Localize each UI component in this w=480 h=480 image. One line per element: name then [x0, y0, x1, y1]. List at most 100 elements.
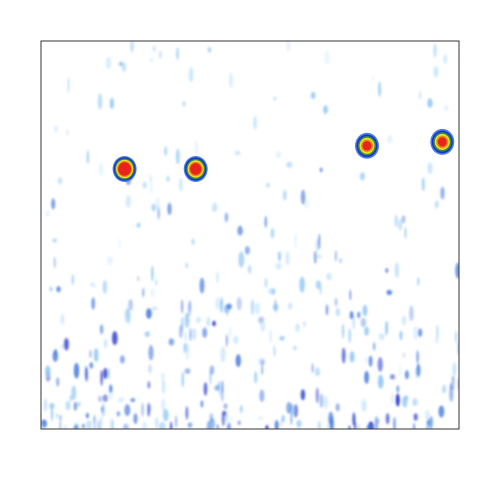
- noise-blob: [224, 212, 229, 223]
- noise-blob: [365, 356, 367, 364]
- noise-blob: [91, 297, 96, 310]
- noise-blob: [296, 419, 302, 428]
- noise-blob: [273, 345, 276, 357]
- noise-blob: [73, 401, 77, 411]
- noise-blob: [265, 424, 269, 429]
- noise-blob: [273, 96, 277, 101]
- noise-blob: [396, 385, 400, 393]
- noise-blob: [118, 61, 124, 67]
- noise-blob: [385, 268, 389, 273]
- noise-blob: [339, 258, 343, 263]
- noise-blob: [287, 302, 293, 310]
- noise-blob: [52, 238, 57, 243]
- noise-blob: [56, 286, 61, 293]
- noise-blob: [146, 308, 152, 319]
- noise-blob: [314, 367, 321, 377]
- noise-blob: [195, 140, 198, 156]
- noise-blob: [378, 333, 385, 341]
- noise-blob: [412, 398, 418, 407]
- noise-blob: [385, 320, 389, 336]
- noise-blob: [364, 370, 369, 384]
- noise-blob: [57, 177, 63, 185]
- noise-blob: [429, 417, 433, 429]
- noise-blob: [300, 389, 306, 401]
- noise-blob: [234, 150, 241, 156]
- noise-blob: [187, 422, 193, 428]
- noise-blob: [206, 316, 211, 327]
- noise-blob: [167, 202, 172, 215]
- noise-blob: [226, 303, 232, 310]
- noise-blob: [222, 410, 227, 416]
- noise-blob: [257, 416, 264, 421]
- noise-blob: [402, 352, 406, 358]
- noise-blob: [394, 416, 397, 429]
- noise-blob: [261, 364, 264, 376]
- noise-blob: [216, 424, 219, 429]
- noise-blob: [56, 377, 60, 387]
- noise-blob: [316, 254, 323, 259]
- noise-blob: [210, 420, 215, 428]
- noise-blob: [378, 81, 381, 97]
- noise-blob: [141, 402, 144, 417]
- noise-blob: [233, 335, 239, 344]
- noise-blob: [142, 287, 145, 298]
- noise-blob: [161, 422, 167, 429]
- noise-blob: [366, 424, 373, 429]
- noise-blob: [427, 98, 433, 108]
- noise-blob: [161, 372, 165, 381]
- noise-blob: [352, 316, 355, 330]
- noise-blob: [142, 421, 147, 429]
- noise-blob: [259, 389, 265, 402]
- noise-blob: [86, 150, 89, 165]
- noise-blob: [97, 420, 101, 429]
- noise-blob: [111, 419, 114, 429]
- noise-blob: [409, 305, 414, 322]
- noise-blob: [124, 404, 131, 416]
- noise-blob: [395, 393, 400, 407]
- noise-blob: [404, 370, 409, 380]
- noise-blob: [125, 195, 131, 208]
- noise-blob: [399, 364, 402, 377]
- noise-blob: [349, 351, 355, 363]
- noise-blob: [220, 346, 226, 363]
- noise-blob: [97, 395, 103, 403]
- noise-blob: [372, 76, 375, 82]
- noise-blob: [161, 380, 166, 394]
- noise-blob: [100, 370, 103, 386]
- noise-blob: [279, 335, 285, 341]
- noise-blob: [260, 321, 266, 332]
- noise-blob: [144, 331, 151, 337]
- noise-blob: [404, 226, 407, 239]
- noise-blob: [207, 46, 212, 53]
- hotspot: [183, 156, 208, 182]
- noise-blob: [136, 222, 141, 228]
- noise-blob: [151, 306, 158, 311]
- noise-blob: [254, 371, 258, 384]
- noise-blob: [93, 348, 99, 363]
- noise-blob: [325, 304, 329, 316]
- noise-blob: [168, 338, 175, 346]
- noise-blob: [449, 386, 454, 402]
- noise-blob: [101, 403, 105, 417]
- noise-blob: [399, 330, 403, 341]
- noise-blob: [324, 50, 330, 65]
- noise-blob: [175, 148, 180, 165]
- noise-blob: [319, 167, 323, 173]
- noise-blob: [452, 362, 457, 376]
- noise-blob: [151, 203, 156, 212]
- noise-blob: [175, 415, 178, 428]
- noise-blob: [228, 326, 232, 338]
- noise-blob: [93, 423, 96, 429]
- noise-blob: [86, 420, 92, 429]
- noise-blob: [181, 371, 185, 388]
- noise-blob: [455, 330, 458, 343]
- noise-blob: [237, 420, 241, 425]
- noise-blob: [357, 311, 361, 319]
- noise-blob: [417, 277, 420, 286]
- noise-blob: [81, 423, 86, 429]
- noise-blob: [105, 57, 112, 69]
- noise-blob: [315, 387, 319, 403]
- noise-blob: [219, 297, 224, 313]
